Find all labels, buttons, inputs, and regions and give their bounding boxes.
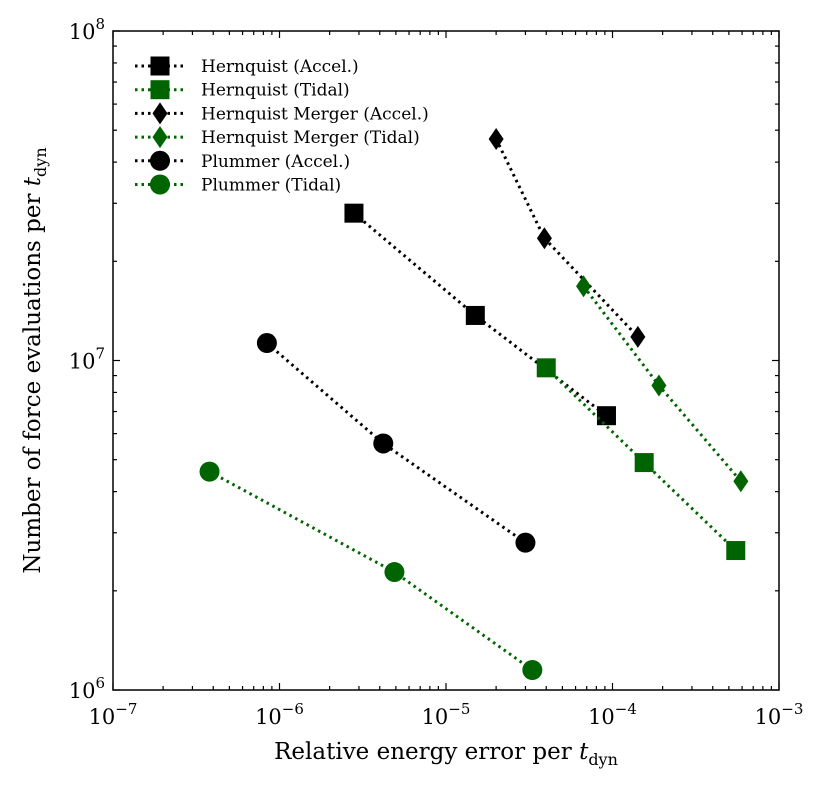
legend-label: Hernquist Merger (Tidal) (201, 128, 420, 148)
legend-entry: Hernquist (Accel.) (135, 56, 359, 77)
series-line (208, 470, 534, 672)
data-point (576, 275, 592, 298)
legend-label: Plummer (Tidal) (201, 176, 341, 196)
legend-entry: Hernquist (Tidal) (135, 80, 350, 101)
data-point (344, 203, 364, 223)
legend: Hernquist (Accel.) Hernquist (Tidal) Hernq… (135, 56, 429, 196)
y-tick-label: 107 (69, 345, 105, 374)
x-tick-label: 10−6 (255, 700, 304, 729)
legend-marker (150, 80, 170, 100)
data-point (536, 227, 552, 250)
legend-marker (150, 174, 170, 195)
x-tick-label: 10−4 (588, 700, 637, 729)
legend-marker (150, 56, 170, 76)
x-tick-label: 10−7 (89, 700, 138, 729)
series-line (265, 341, 527, 544)
legend-entry: Plummer (Tidal) (135, 174, 341, 196)
data-point (596, 406, 616, 426)
data-point (515, 532, 536, 553)
axes: 10−7 10−6 10−5 10−4 10−3 106 107 108 Relative en… (20, 15, 803, 769)
legend-marker (152, 126, 168, 149)
x-tick-label: 10−5 (422, 700, 471, 729)
legend-entry: Hernquist Merger (Tidal) (135, 126, 420, 149)
legend-marker (150, 150, 170, 171)
data-point (630, 325, 646, 348)
series-2 (488, 128, 646, 348)
legend-label: Hernquist Merger (Accel.) (201, 104, 429, 124)
series-5 (199, 461, 543, 681)
legend-marker (152, 102, 168, 125)
data-point (488, 128, 504, 151)
data-point (733, 470, 749, 493)
legend-label: Hernquist (Tidal) (201, 81, 350, 101)
series-4 (256, 333, 536, 553)
data-point (536, 358, 556, 378)
data-point (384, 562, 405, 583)
data-point (373, 433, 394, 454)
legend-label: Hernquist (Accel.) (201, 57, 359, 77)
series-3 (576, 275, 749, 493)
series-line (494, 138, 639, 338)
y-tick-label: 106 (69, 674, 105, 703)
series-0 (344, 203, 616, 426)
series-1 (536, 358, 746, 561)
legend-entry: Hernquist Merger (Accel.) (135, 102, 429, 125)
data-point (634, 453, 654, 473)
plot-area (199, 128, 749, 681)
data-point (522, 660, 543, 681)
y-tick-label: 108 (69, 15, 105, 44)
y-axis-title: Number of force evaluations per tdyn (20, 147, 50, 573)
x-tick-label: 10−3 (755, 700, 804, 729)
data-point (199, 461, 220, 482)
data-point (256, 333, 277, 354)
legend-entry: Plummer (Accel.) (135, 150, 350, 172)
data-point (465, 305, 485, 325)
data-point (651, 374, 667, 397)
data-point (726, 541, 746, 561)
legend-label: Plummer (Accel.) (201, 152, 350, 172)
x-axis-title: Relative energy error per tdyn (274, 739, 618, 769)
